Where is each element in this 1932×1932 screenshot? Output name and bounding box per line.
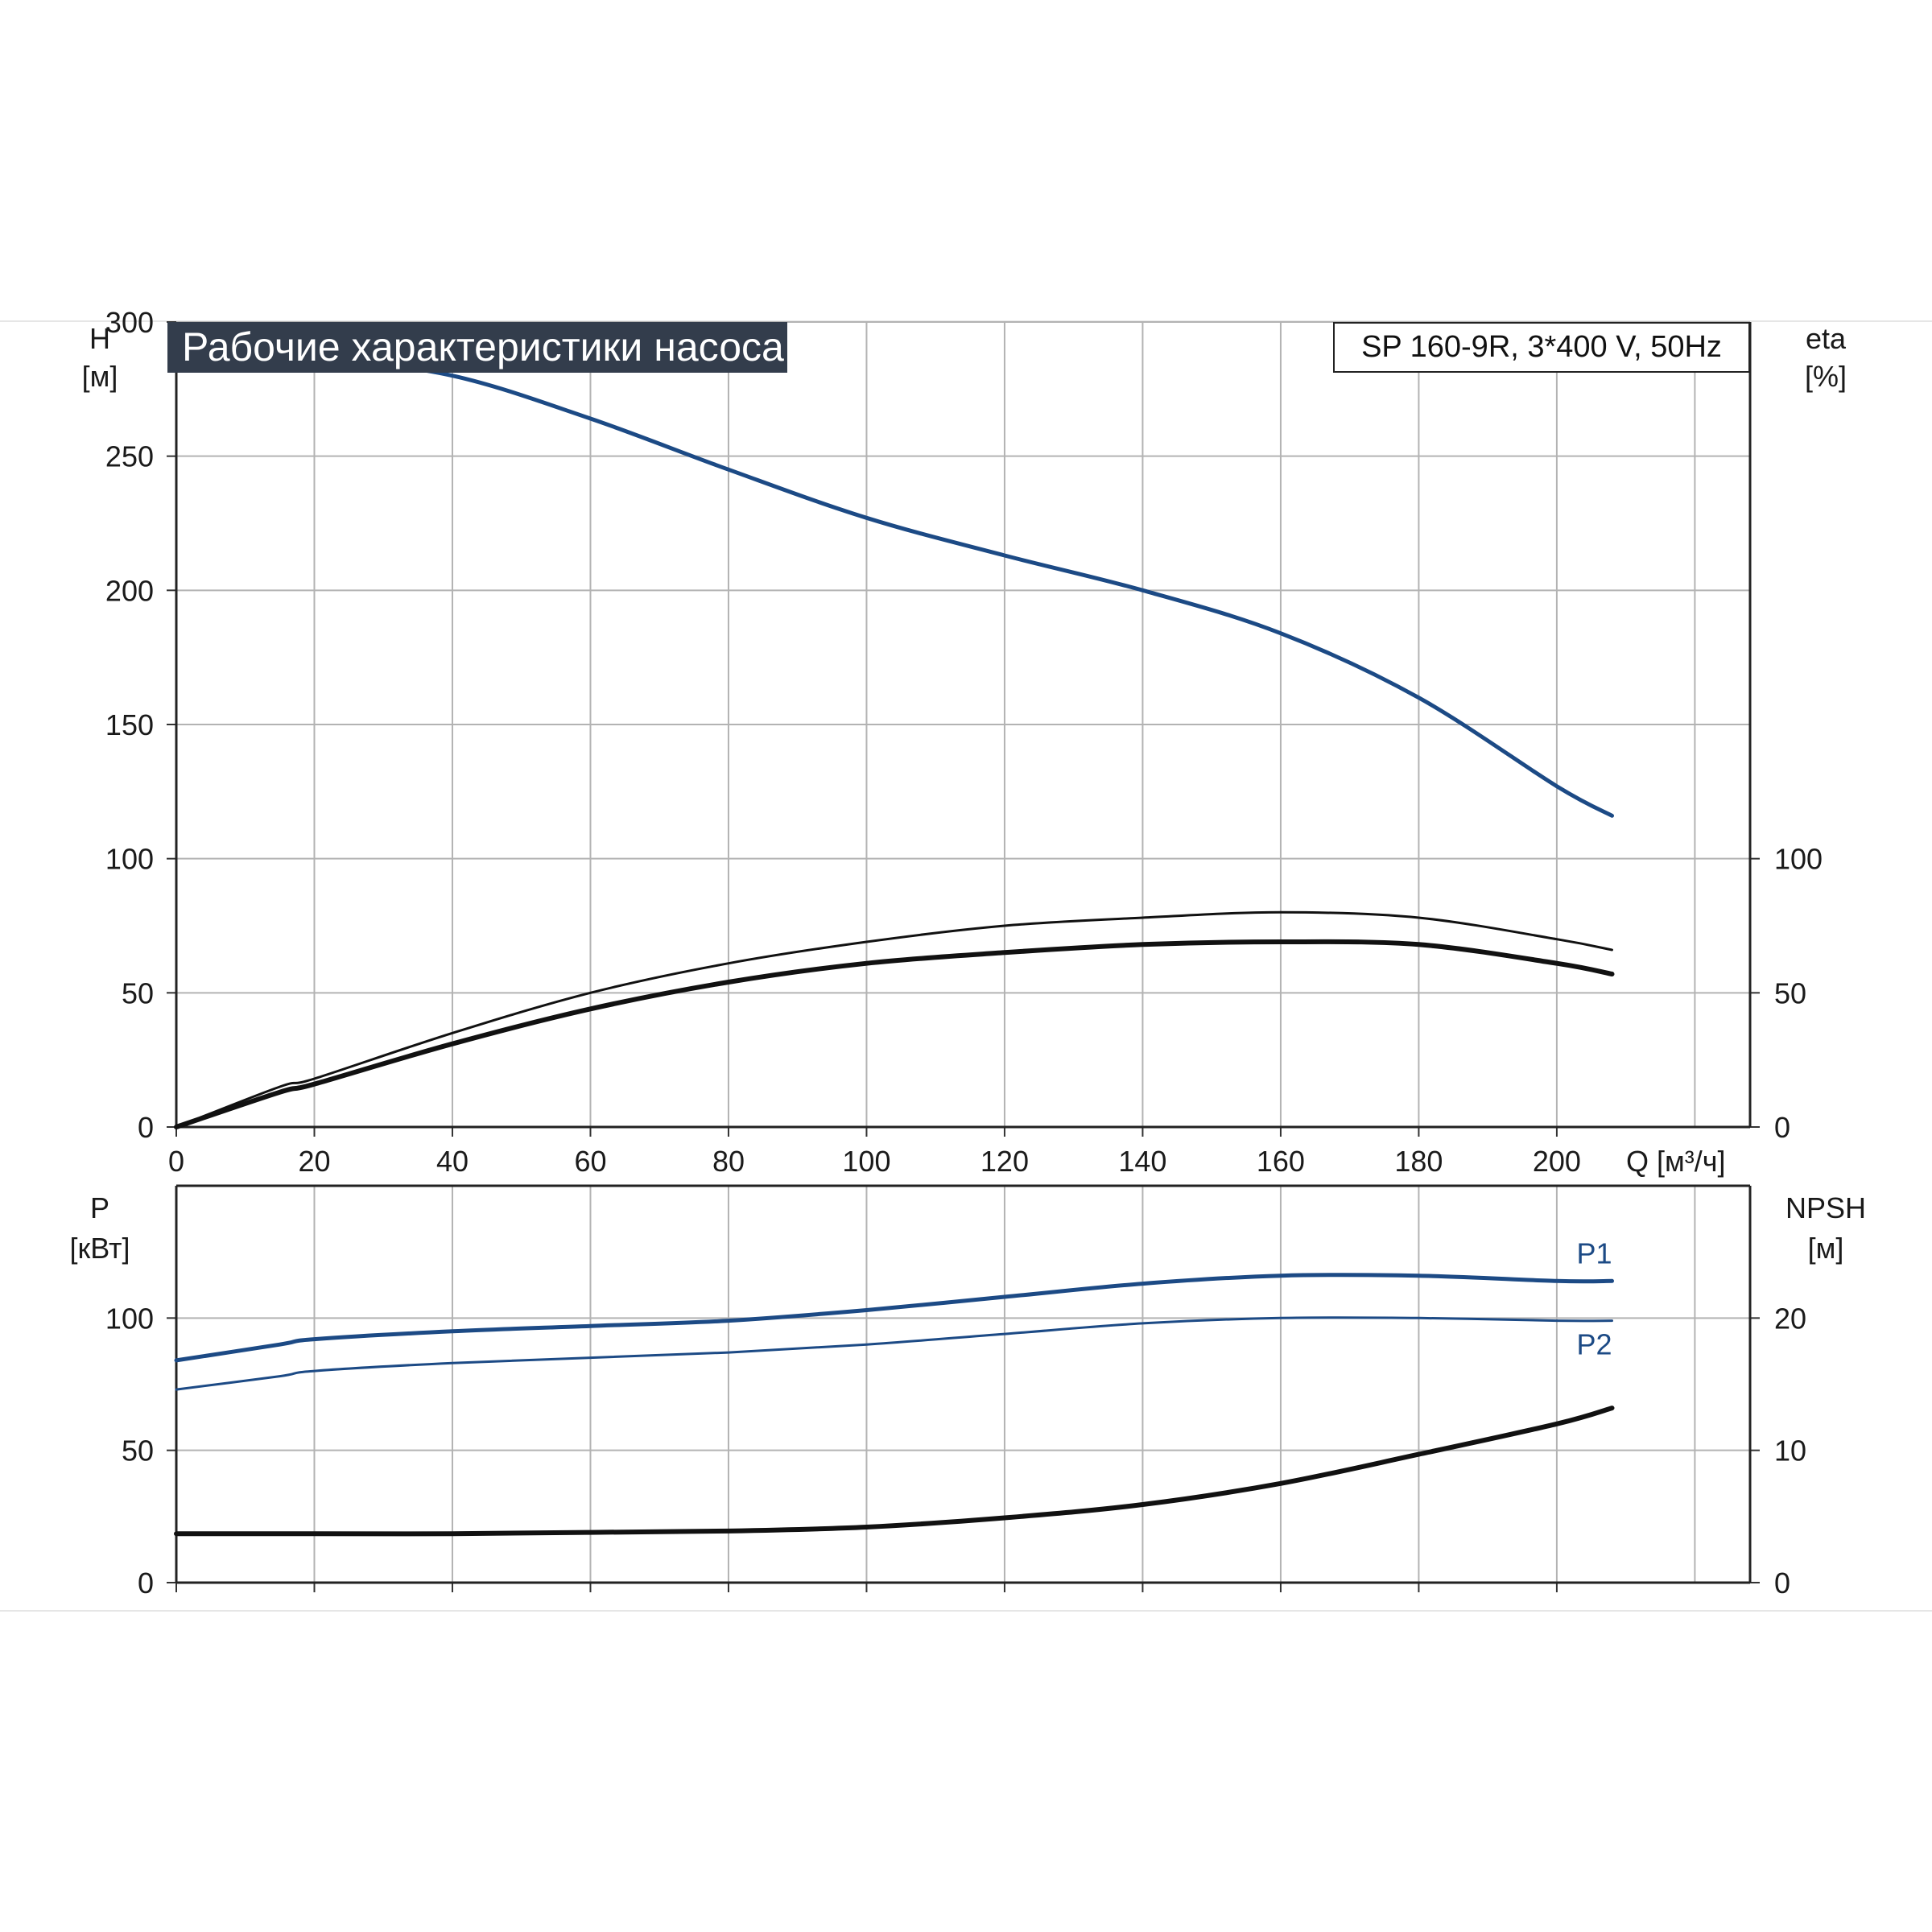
lower-ytick-left-label: 50 (122, 1435, 154, 1468)
x-tick-label: 80 (712, 1145, 745, 1178)
model-label: SP 160-9R, 3*400 V, 50Hz (1333, 322, 1750, 373)
upper-ytick-left-label: 200 (105, 574, 154, 607)
upper-ytick-right-label: 100 (1774, 843, 1823, 876)
x-tick-label: 100 (842, 1145, 890, 1178)
x-axis-label: Q [м³/ч] (1626, 1145, 1726, 1178)
lower-series-2-line (174, 1406, 1615, 1537)
x-tick-label: 0 (168, 1145, 184, 1178)
x-tick-label: 200 (1533, 1145, 1581, 1178)
upper-series-1-line (175, 910, 1613, 1129)
x-tick-label: 40 (436, 1145, 469, 1178)
upper-ytick-left-label: 100 (105, 843, 154, 876)
lower-ytick-right-label: 20 (1774, 1302, 1806, 1335)
x-tick-label: 60 (574, 1145, 606, 1178)
lower-series-p1-line (174, 1273, 1614, 1363)
lower-ytick-left-label: 100 (105, 1302, 154, 1335)
upper-ylabel-left-name: H (89, 322, 110, 355)
upper-ylabel-right-unit: [%] (1805, 360, 1847, 393)
x-tick-label: 20 (298, 1145, 330, 1178)
series-label-p1: P1 (1576, 1236, 1612, 1269)
upper-series-0-line (174, 353, 1614, 818)
upper-ylabel-right-name: eta (1806, 322, 1847, 355)
lower-ylabel-right-name: NPSH (1785, 1191, 1866, 1224)
x-tick-label: 180 (1394, 1145, 1443, 1178)
x-tick-label: 120 (980, 1145, 1029, 1178)
lower-ylabel-left-name: P (90, 1191, 109, 1224)
upper-ytick-left-label: 50 (122, 976, 154, 1009)
lower-series-p2-line (175, 1316, 1613, 1391)
series-label-p2: P2 (1576, 1328, 1612, 1361)
lower-ytick-left-label: 0 (138, 1567, 154, 1600)
lower-ylabel-right-unit: [м] (1808, 1232, 1844, 1265)
upper-ytick-left-label: 250 (105, 440, 154, 473)
upper-series-2-line (174, 939, 1615, 1129)
upper-ytick-left-label: 300 (105, 306, 154, 339)
lower-ytick-right-label: 0 (1774, 1567, 1790, 1600)
upper-ytick-right-label: 50 (1774, 976, 1806, 1009)
chart-title: Рабочие характеристики насоса (167, 322, 787, 373)
lower-ylabel-left-unit: [кВт] (69, 1232, 130, 1265)
upper-ytick-left-label: 150 (105, 708, 154, 741)
bottom-separator (0, 1610, 1932, 1612)
upper-ylabel-left-unit: [м] (82, 360, 118, 393)
upper-ytick-left-label: 0 (138, 1111, 154, 1144)
upper-ytick-right-label: 0 (1774, 1111, 1790, 1144)
lower-ytick-right-label: 10 (1774, 1435, 1806, 1468)
x-tick-label: 160 (1257, 1145, 1305, 1178)
x-tick-label: 140 (1118, 1145, 1166, 1178)
